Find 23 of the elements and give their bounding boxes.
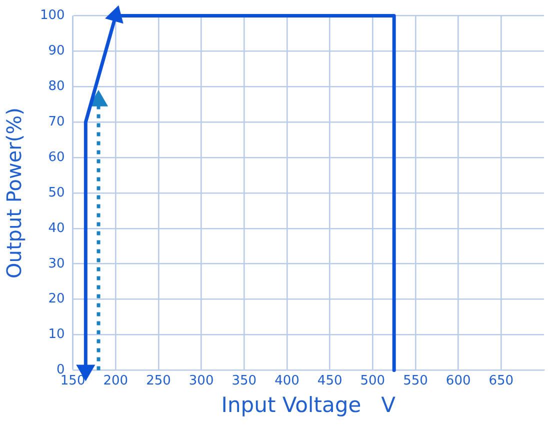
y-tick-label: 60	[48, 150, 65, 165]
y-axis-title: Output Power(%)	[2, 108, 26, 278]
y-tick-label: 90	[48, 44, 65, 59]
x-tick-label: 550	[403, 373, 428, 388]
y-tick-label: 40	[48, 220, 65, 236]
x-tick-label: 450	[317, 373, 342, 388]
x-tick-label: 600	[446, 373, 471, 388]
x-tick-label: 250	[146, 373, 171, 388]
x-tick-label: 200	[103, 373, 128, 388]
y-tick-label: 80	[48, 79, 65, 94]
x-tick-label: 300	[188, 373, 214, 388]
y-tick-label: 70	[48, 114, 65, 130]
y-tick-label: 30	[48, 256, 65, 272]
y-tick-label: 50	[48, 185, 65, 200]
x-axis-title: Input Voltage V	[221, 392, 396, 417]
x-tick-label: 650	[488, 373, 514, 388]
y-tick-label: 10	[48, 327, 65, 342]
x-tick-label: 500	[360, 373, 386, 388]
y-tick-label: 20	[48, 292, 65, 307]
y-tick-label: 100	[40, 8, 65, 24]
x-tick-label: 350	[232, 373, 257, 388]
x-tick-label: 400	[274, 373, 300, 388]
x-tick-label: 150	[60, 373, 86, 388]
